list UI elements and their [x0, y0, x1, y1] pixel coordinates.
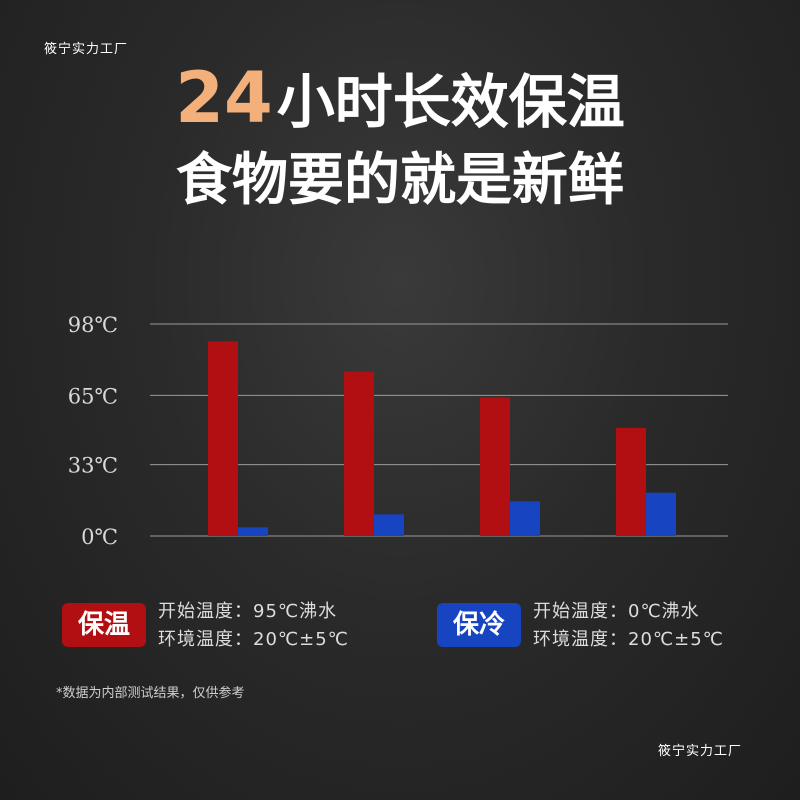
legend-warm-start-temp: 开始温度：95℃沸水: [158, 601, 338, 622]
cold-bar-2: [374, 514, 404, 536]
legend-warm-text: 开始温度：95℃沸水 环境温度：20℃±5℃: [158, 598, 349, 654]
watermark-bottom: 筱宁实力工厂: [658, 744, 743, 759]
y-tick-label: 33℃: [68, 454, 118, 478]
legend-cold-ambient-temp: 环境温度：20℃±5℃: [533, 629, 724, 650]
y-tick-label: 0℃: [81, 525, 118, 549]
temperature-bar-chart: 98℃ 65℃ 33℃ 0℃: [68, 313, 728, 549]
warm-bar-2: [344, 371, 374, 536]
headline-line2: 食物要的就是新鲜: [176, 148, 624, 213]
legend-cold-badge: 保冷: [437, 603, 521, 647]
headline-line1: 24小时长效保温: [0, 62, 800, 138]
cold-bar-1: [238, 527, 268, 536]
legend-cold-start-temp: 开始温度：0℃沸水: [533, 601, 700, 622]
headline-number: 24: [175, 57, 273, 139]
headline-line1-text: 小时长效保温: [276, 68, 625, 136]
warm-bar-1: [208, 341, 238, 536]
legend-warm-badge: 保温: [62, 603, 146, 647]
watermark-top: 筱宁实力工厂: [44, 42, 129, 57]
cold-bar-3: [510, 501, 540, 536]
legend-warm-ambient-temp: 环境温度：20℃±5℃: [158, 629, 349, 650]
warm-bar-4: [616, 427, 646, 536]
y-tick-label: 65℃: [68, 384, 118, 408]
legend-cold-text: 开始温度：0℃沸水 环境温度：20℃±5℃: [533, 598, 724, 654]
warm-bar-3: [480, 397, 510, 536]
y-tick-label: 98℃: [68, 313, 118, 337]
footnote: *数据为内部测试结果，仅供参考: [56, 686, 245, 701]
cold-bar-4: [646, 492, 676, 536]
